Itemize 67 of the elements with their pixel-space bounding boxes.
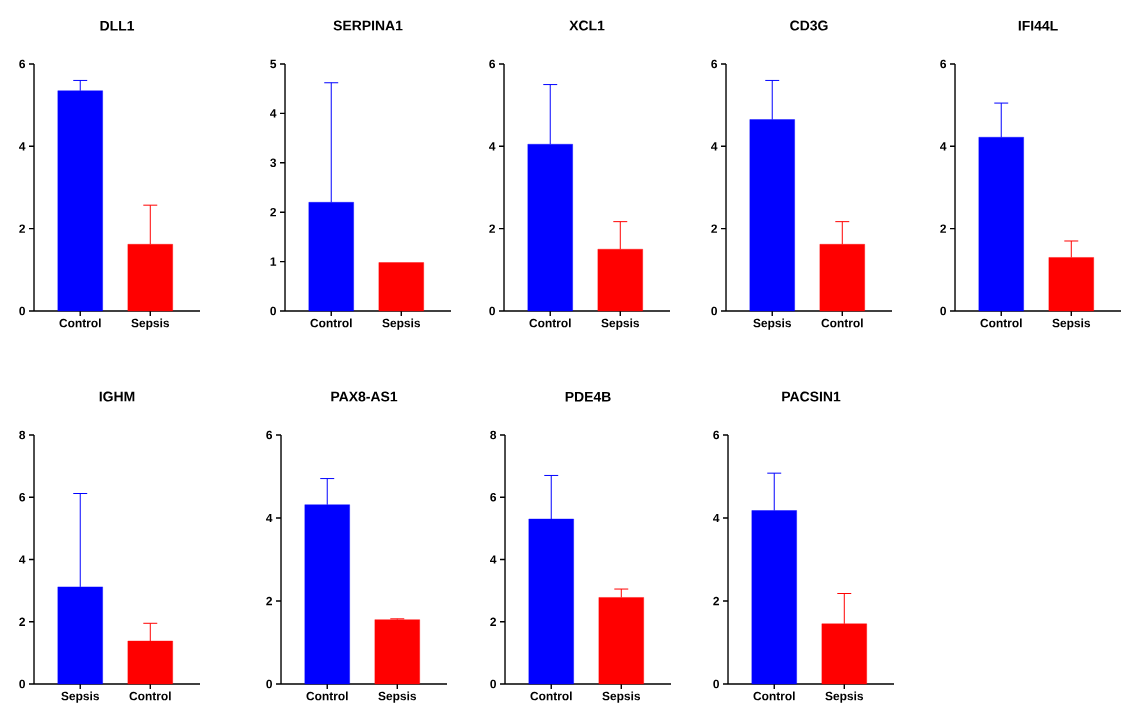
chart-title: XCL1 bbox=[569, 20, 605, 31]
y-tick-label: 8 bbox=[19, 430, 26, 440]
y-tick-label: 0 bbox=[711, 306, 717, 316]
x-tick-label: Control bbox=[821, 318, 863, 328]
y-tick-label: 6 bbox=[19, 59, 26, 69]
chart-title: SERPINA1 bbox=[333, 20, 403, 31]
y-tick-label: 4 bbox=[490, 555, 497, 564]
x-tick-label: Control bbox=[59, 318, 101, 328]
y-tick-label: 6 bbox=[266, 430, 273, 440]
x-tick-label: Sepsis bbox=[382, 318, 421, 330]
x-tick-label: Sepsis bbox=[753, 318, 792, 330]
x-tick-label: Sepsis bbox=[131, 318, 170, 330]
chart-title: PDE4B bbox=[565, 391, 611, 402]
chart-title: IGHM bbox=[99, 391, 135, 402]
y-tick-label: 0 bbox=[489, 306, 495, 316]
y-tick-label: 2 bbox=[19, 224, 26, 233]
x-tick-label: Control bbox=[530, 691, 572, 701]
chart-title: CD3G bbox=[790, 20, 828, 31]
y-tick-label: 0 bbox=[940, 306, 946, 316]
x-tick-label: Control bbox=[753, 691, 795, 701]
x-tick-label: Sepsis bbox=[378, 691, 417, 703]
y-tick-label: 0 bbox=[19, 679, 25, 689]
x-tick-label: Control bbox=[306, 691, 348, 701]
y-tick-label: 6 bbox=[19, 493, 26, 502]
y-tick-label: 8 bbox=[490, 430, 497, 440]
chart-title: IFI44L bbox=[1018, 20, 1058, 31]
y-tick-label: 4 bbox=[19, 555, 26, 564]
x-tick-label: Sepsis bbox=[61, 691, 100, 703]
y-tick-label: 6 bbox=[713, 430, 720, 440]
y-tick-label: 4 bbox=[266, 513, 273, 523]
y-tick-label: 6 bbox=[940, 59, 947, 69]
x-tick-label: Sepsis bbox=[825, 691, 864, 703]
chart-title: PACSIN1 bbox=[782, 391, 841, 402]
y-tick-label: 1 bbox=[270, 257, 277, 266]
y-tick-label: 5 bbox=[270, 59, 277, 69]
y-tick-label: 4 bbox=[940, 142, 947, 151]
y-tick-label: 4 bbox=[19, 142, 26, 151]
y-tick-label: 0 bbox=[270, 306, 276, 316]
x-tick-label: Sepsis bbox=[602, 691, 641, 703]
y-tick-label: 6 bbox=[490, 493, 497, 502]
y-tick-label: 4 bbox=[270, 109, 277, 118]
chart-title: DLL1 bbox=[100, 20, 135, 31]
y-tick-label: 2 bbox=[490, 617, 497, 626]
y-tick-label: 2 bbox=[940, 224, 947, 233]
y-tick-label: 2 bbox=[19, 617, 26, 626]
chart-title: PAX8-AS1 bbox=[331, 391, 398, 402]
y-tick-label: 2 bbox=[489, 224, 496, 233]
y-tick-label: 2 bbox=[270, 208, 277, 217]
y-tick-label: 2 bbox=[711, 224, 718, 233]
y-tick-label: 0 bbox=[266, 679, 272, 689]
y-tick-label: 6 bbox=[711, 59, 718, 69]
y-tick-label: 4 bbox=[713, 513, 720, 523]
y-tick-label: 6 bbox=[489, 59, 496, 69]
y-tick-label: 4 bbox=[711, 142, 718, 151]
x-tick-label: Control bbox=[529, 318, 571, 328]
x-tick-label: Sepsis bbox=[601, 318, 640, 330]
y-tick-label: 0 bbox=[713, 679, 719, 689]
x-tick-label: Sepsis bbox=[1052, 318, 1091, 330]
y-tick-label: 3 bbox=[270, 158, 277, 168]
x-tick-label: Control bbox=[310, 318, 352, 328]
x-tick-label: Control bbox=[129, 691, 171, 701]
x-tick-label: Control bbox=[980, 318, 1022, 328]
y-tick-label: 0 bbox=[490, 679, 496, 689]
y-tick-label: 2 bbox=[713, 596, 720, 606]
y-tick-label: 2 bbox=[266, 596, 273, 606]
y-tick-label: 0 bbox=[19, 306, 25, 316]
y-tick-label: 4 bbox=[489, 142, 496, 151]
